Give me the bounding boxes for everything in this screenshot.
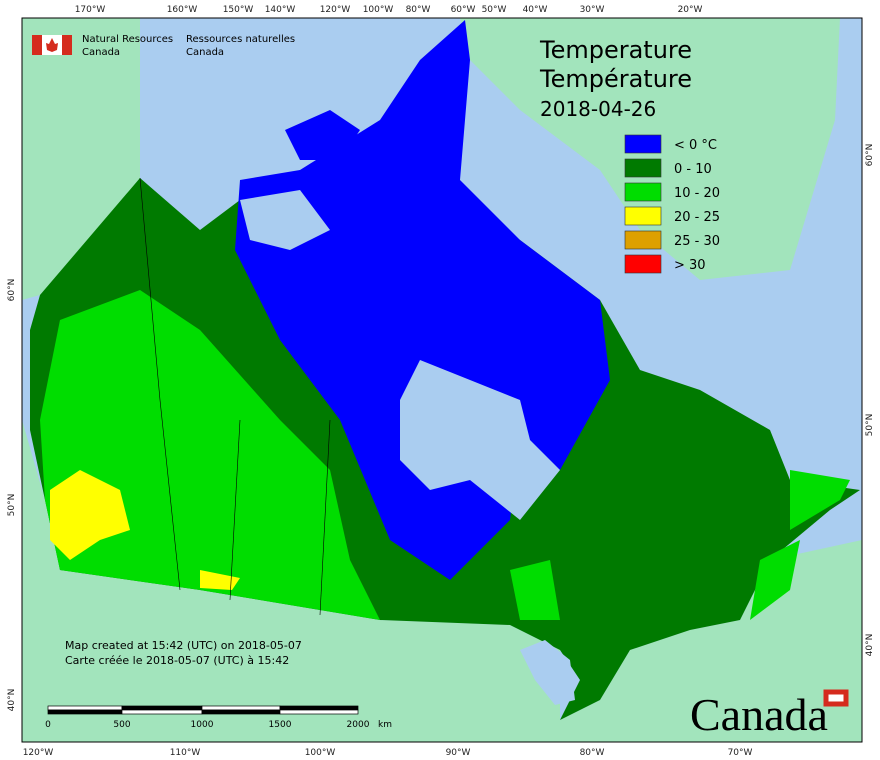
longitude-label: 170°W <box>75 5 106 15</box>
longitude-label: 120°W <box>320 5 351 15</box>
scale-unit: km <box>378 720 392 730</box>
legend-label: 10 - 20 <box>674 186 720 201</box>
scale-segment <box>201 705 281 711</box>
legend-label: > 30 <box>674 258 706 273</box>
legend-swatch <box>624 182 662 202</box>
longitude-label: 30°W <box>580 5 605 15</box>
scale-segment <box>279 709 359 715</box>
longitude-label: 100°W <box>305 748 336 758</box>
latitude-label: 40°N <box>865 634 875 657</box>
flag <box>62 35 72 55</box>
scale-segment <box>201 709 281 715</box>
map-frame <box>21 17 863 743</box>
legend-swatch <box>624 206 662 226</box>
scale-segment <box>279 705 359 711</box>
longitude-label: 20°W <box>678 5 703 15</box>
border <box>319 419 331 616</box>
border <box>139 177 181 591</box>
region-20-25 <box>50 470 130 560</box>
legend-label: < 0 °C <box>674 138 717 153</box>
latitude-label: 60°N <box>7 279 17 302</box>
channel <box>240 190 330 250</box>
region-10-20 <box>790 470 850 530</box>
longitude-label: 80°W <box>406 5 431 15</box>
legend-swatch <box>624 254 662 274</box>
footer-note: Map created at 15:42 (UTC) on 2018-05-07 <box>65 639 302 652</box>
agency-fr: Canada <box>186 47 224 58</box>
wordmark: Canada <box>690 689 828 740</box>
region-10-20 <box>40 290 380 620</box>
region-10-20 <box>510 560 560 620</box>
scale-label: 1500 <box>269 720 292 730</box>
scale-label: 1000 <box>191 720 214 730</box>
longitude-label: 150°W <box>223 5 254 15</box>
scale-label: 500 <box>113 720 130 730</box>
hudson-bay <box>400 360 560 520</box>
agency-fr: Ressources naturelles <box>186 34 295 45</box>
arctic-island <box>285 110 360 160</box>
longitude-label: 60°W <box>451 5 476 15</box>
longitude-label: 120°W <box>23 748 54 758</box>
latitude-label: 50°N <box>7 494 17 517</box>
longitude-label: 140°W <box>265 5 296 15</box>
longitude-label: 90°W <box>446 748 471 758</box>
longitude-label: 50°W <box>482 5 507 15</box>
great-lakes <box>520 640 575 705</box>
flag-leaf <box>46 38 58 52</box>
agency-en: Natural Resources <box>82 34 173 45</box>
legend-swatch <box>624 230 662 250</box>
border <box>229 419 241 601</box>
alaska <box>22 18 140 300</box>
legend-swatch <box>624 134 662 154</box>
scale-segment <box>47 709 123 715</box>
legend-label: 0 - 10 <box>674 162 712 177</box>
region-20-25 <box>200 570 240 590</box>
legend-swatch <box>624 158 662 178</box>
scale-label: 0 <box>45 720 51 730</box>
region-10-20 <box>750 540 800 620</box>
footer-note: Carte créée le 2018-05-07 (UTC) à 15:42 <box>65 654 289 667</box>
scale-segment <box>47 705 123 711</box>
legend-label: 20 - 25 <box>674 210 720 225</box>
scale-label: 2000 <box>347 720 370 730</box>
flag <box>32 35 42 55</box>
latitude-label: 40°N <box>7 689 17 712</box>
longitude-label: 100°W <box>363 5 394 15</box>
latitude-label: 50°N <box>865 414 875 437</box>
longitude-label: 80°W <box>580 748 605 758</box>
scale-segment <box>121 705 203 711</box>
longitude-label: 40°W <box>523 5 548 15</box>
date: 2018-04-26 <box>540 97 656 121</box>
latitude-label: 60°N <box>865 144 875 167</box>
legend-label: 25 - 30 <box>674 234 720 249</box>
longitude-label: 160°W <box>167 5 198 15</box>
longitude-label: 110°W <box>170 748 201 758</box>
scale-segment <box>121 709 203 715</box>
wordmark-flag <box>823 689 849 707</box>
title: Température <box>539 65 692 93</box>
united-states <box>22 420 862 742</box>
longitude-label: 70°W <box>728 748 753 758</box>
title: Temperature <box>539 36 692 64</box>
agency-en: Canada <box>82 47 120 58</box>
